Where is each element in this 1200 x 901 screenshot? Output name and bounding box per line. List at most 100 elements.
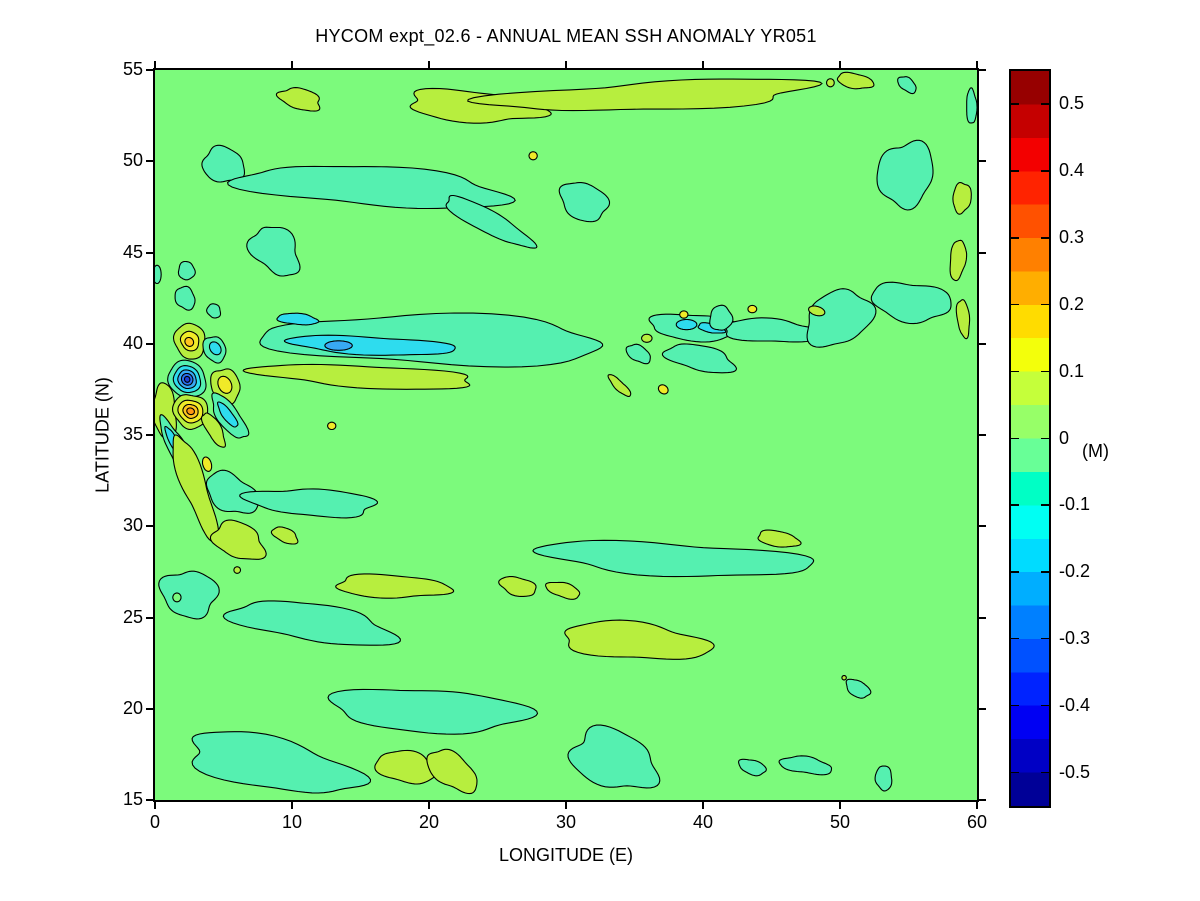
contour-blob-p1 [757, 529, 802, 548]
contour-blob-m1 [174, 285, 196, 311]
contour-blob-p1 [641, 333, 653, 343]
y-axis-label: LATITUDE (N) [92, 377, 113, 493]
contour-blob-p1 [498, 575, 537, 597]
contour-blob-m1 [870, 281, 952, 325]
tick-mark [428, 61, 430, 68]
contour-blob-m1 [897, 76, 917, 95]
colorbar-tick-mark [1041, 771, 1049, 774]
contour-blob-p1 [467, 78, 823, 112]
contour-blob-m1 [709, 304, 734, 331]
contour-blob-bg [172, 592, 182, 603]
tick-mark [565, 61, 567, 68]
tick-mark [146, 707, 153, 710]
contour-blob-m1 [845, 678, 872, 699]
contour-blob-p1 [275, 87, 321, 112]
colorbar-tick-label: 0.2 [1059, 293, 1085, 314]
colorbar-tick-label: 0.4 [1059, 160, 1085, 181]
tick-mark [979, 160, 986, 163]
contour-blob-m1 [874, 765, 893, 792]
colorbar-tick-mark [1011, 504, 1019, 506]
contour-field [155, 70, 977, 800]
contour-blob-p1 [270, 526, 299, 545]
chart-title: HYCOM expt_02.6 - ANNUAL MEAN SSH ANOMAL… [315, 26, 817, 46]
contour-blob-p1 [426, 748, 478, 795]
contour-blob-m2 [283, 334, 456, 356]
contour-blob-m1 [567, 724, 661, 789]
tick-mark [146, 251, 153, 254]
contour-blob-p2 [657, 384, 669, 395]
y-tick-label: 25 [122, 606, 143, 627]
tick-mark [154, 802, 156, 809]
tick-mark [976, 802, 978, 809]
tick-mark [979, 799, 986, 801]
contour-blob-p1 [826, 78, 835, 88]
tick-mark [154, 61, 156, 68]
y-tick-label: 55 [122, 59, 143, 79]
contour-blob-p1 [545, 581, 581, 600]
y-tick-label: 45 [122, 241, 143, 262]
contour-blob-p1 [335, 573, 455, 599]
colorbar-tick-mark [1011, 437, 1019, 439]
contour-blob-m1 [778, 755, 833, 776]
tick-mark [979, 525, 986, 528]
contour-blob-m1 [177, 260, 196, 281]
tick-mark [979, 434, 986, 436]
contour-blob-m1 [445, 194, 538, 249]
colorbar-tick-label: 0 [1059, 427, 1070, 448]
tick-mark [146, 69, 153, 71]
contour-blob-p1 [374, 749, 437, 785]
colorbar-tick-mark [1011, 637, 1019, 640]
contour-blob-m3 [324, 340, 353, 351]
colorbar-tick-mark [1041, 704, 1049, 707]
colorbar-tick-mark [1041, 370, 1049, 373]
tick-mark [146, 434, 153, 436]
tick-mark [979, 69, 986, 71]
contour-blob-m1 [226, 165, 516, 210]
tick-mark [146, 616, 153, 619]
contour-blob-p2 [528, 151, 538, 161]
y-tick-label: 35 [122, 424, 143, 444]
y-tick-label: 30 [122, 515, 143, 536]
colorbar-tick-mark [1011, 704, 1019, 707]
contour-blob-m2 [276, 312, 320, 326]
colorbar-tick-label: 0.5 [1059, 93, 1085, 114]
contour-blob-p1 [607, 374, 632, 397]
colorbar-tick-mark [1011, 170, 1019, 172]
colorbar-tick-label: -0.4 [1059, 694, 1091, 715]
contour-blob-m1 [246, 226, 301, 277]
tick-mark [291, 802, 293, 809]
x-tick-label: 30 [555, 812, 577, 832]
contour-blob-m1 [222, 600, 401, 646]
contour-blob-p1 [808, 305, 826, 317]
colorbar-tick-mark [1041, 103, 1049, 105]
contour-blob-p3 [184, 336, 195, 347]
colorbar-tick-label: 0.1 [1059, 360, 1085, 381]
contour-blob-m1 [806, 288, 877, 348]
contour-blob-p1 [564, 619, 715, 660]
contour-blob-p1 [172, 434, 220, 543]
tick-mark [839, 802, 841, 809]
x-tick-label: 10 [281, 812, 303, 832]
contour-blob-m2 [675, 318, 698, 331]
tick-mark [146, 799, 153, 801]
y-tick-label: 40 [122, 332, 143, 353]
contour-blob-m1 [876, 139, 934, 211]
tick-mark [979, 616, 986, 619]
contour-blob-p1 [242, 363, 471, 390]
contour-blob-p1 [949, 239, 968, 282]
contour-blob-p4 [186, 407, 195, 416]
contour-blob-m1 [155, 264, 162, 285]
x-tick-label: 0 [149, 812, 160, 832]
contour-blob-m2 [208, 341, 222, 356]
colorbar-tick-mark [1011, 370, 1019, 373]
y-tick-label: 15 [122, 789, 143, 809]
x-tick-label: 60 [966, 812, 988, 832]
colorbar-tick-mark [1041, 637, 1049, 640]
colorbar-tick-mark [1041, 303, 1049, 306]
x-tick-label: 50 [829, 812, 851, 832]
contour-blob-m5 [183, 375, 191, 383]
x-axis-label: LONGITUDE (E) [498, 845, 633, 865]
contour-blob-p1 [841, 674, 847, 681]
colorbar-tick-mark [1011, 571, 1019, 573]
contour-blob-m1 [532, 539, 815, 578]
